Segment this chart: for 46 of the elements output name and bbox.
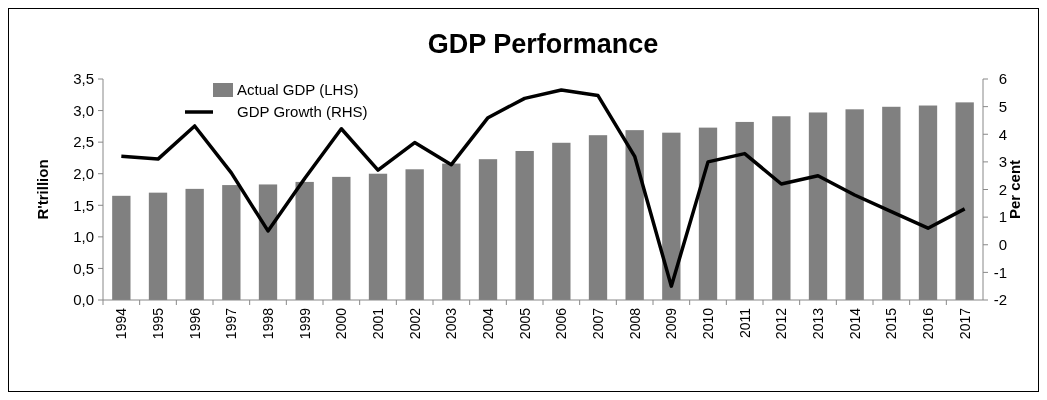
x-tick-label: 2008 bbox=[626, 307, 643, 340]
legend-label: Actual GDP (LHS) bbox=[237, 81, 359, 99]
y2-tick-label: 5 bbox=[998, 97, 1007, 115]
x-tick-label: 2013 bbox=[809, 307, 826, 340]
x-tick-label: 2017 bbox=[956, 307, 973, 340]
x-tick-label: 1996 bbox=[186, 307, 203, 340]
x-tick-label: 1997 bbox=[223, 307, 240, 340]
y-tick-label: 2,5 bbox=[73, 133, 94, 151]
x-tick-label: 2005 bbox=[516, 307, 533, 340]
y-tick-label: 3,5 bbox=[73, 70, 94, 88]
y2-tick-label: 1 bbox=[998, 208, 1007, 226]
x-tick-label: 2011 bbox=[736, 307, 753, 339]
y2-axis-title: Per cent bbox=[1006, 159, 1023, 220]
x-tick-label: 2000 bbox=[333, 307, 350, 340]
x-tick-label: 2010 bbox=[699, 307, 716, 340]
x-tick-label: 2006 bbox=[553, 307, 570, 340]
x-tick-label: 1995 bbox=[149, 307, 166, 340]
y2-tick-label: -1 bbox=[993, 263, 1007, 281]
y-tick-label: 3,0 bbox=[73, 101, 94, 119]
y2-tick-label: 3 bbox=[998, 153, 1007, 171]
y2-tick-label: 4 bbox=[998, 125, 1007, 143]
y-tick-label: 1,0 bbox=[73, 228, 94, 246]
x-tick-label: 2002 bbox=[406, 307, 423, 340]
x-tick-label: 1999 bbox=[296, 307, 313, 340]
x-tick-label: 2007 bbox=[589, 307, 606, 340]
x-tick-label: 2012 bbox=[773, 307, 790, 340]
x-tick-label: 2016 bbox=[919, 307, 936, 340]
legend-label: GDP Growth (RHS) bbox=[237, 103, 368, 121]
x-tick-label: 2003 bbox=[443, 307, 460, 340]
y2-tick-label: -2 bbox=[993, 291, 1007, 309]
y-tick-label: 0,5 bbox=[73, 259, 94, 277]
x-tick-label: 2004 bbox=[479, 307, 496, 340]
x-tick-label: 1994 bbox=[113, 307, 130, 340]
y-tick-label: 2,0 bbox=[73, 164, 94, 182]
y-tick-label: 0,0 bbox=[73, 291, 94, 309]
x-tick-label: 2009 bbox=[663, 307, 680, 340]
chart-title: GDP Performance bbox=[427, 29, 659, 59]
y2-tick-label: 6 bbox=[998, 70, 1007, 88]
y2-tick-label: 0 bbox=[998, 236, 1007, 253]
y-tick-label: 1,5 bbox=[73, 196, 94, 214]
x-tick-label: 2014 bbox=[846, 307, 863, 340]
x-tick-label: 1998 bbox=[259, 307, 276, 340]
x-tick-label: 2001 bbox=[369, 307, 386, 340]
y2-tick-label: 2 bbox=[998, 180, 1007, 198]
x-tick-label: 2015 bbox=[883, 307, 900, 340]
y-axis-title: R'trillion bbox=[34, 159, 51, 220]
